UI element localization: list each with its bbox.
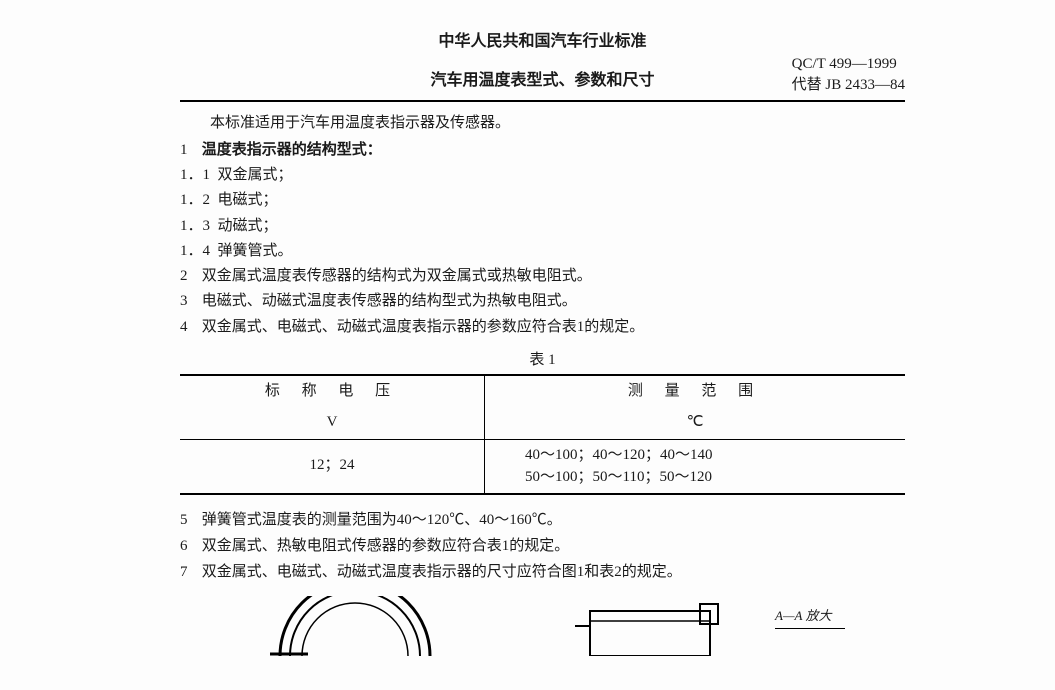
section-3: 3 电磁式、动磁式温度表传感器的结构型式为热敏电阻式。	[180, 290, 905, 313]
document-header: 中华人民共和国汽车行业标准 汽车用温度表型式、参数和尺寸 QC/T 499—19…	[180, 30, 905, 94]
figure-1-detail-label-block: A—A 放大	[775, 606, 845, 629]
section-4-text: 双金属式、电磁式、动磁式温度表指示器的参数应符合表1的规定。	[202, 319, 645, 335]
section-5: 5 弹簧管式温度表的测量范围为40～120℃、40～160℃。	[180, 509, 905, 532]
item-1-3: 1．3 动磁式；	[180, 215, 905, 238]
section-4-number: 4	[180, 316, 198, 339]
figure-1-detail-underline	[775, 628, 845, 629]
table-1-caption: 表 1	[180, 349, 905, 372]
table-1-col1-unit: V	[180, 407, 485, 439]
header-rule	[180, 100, 905, 102]
figure-1-circular-gauge-icon	[260, 596, 460, 656]
section-5-text: 弹簧管式温度表的测量范围为40～120℃、40～160℃。	[202, 512, 562, 528]
table-1-unit-row: V ℃	[180, 407, 905, 439]
standard-page: 中华人民共和国汽车行业标准 汽车用温度表型式、参数和尺寸 QC/T 499—19…	[0, 0, 1055, 656]
table-1-grid: 标 称 电 压 测 量 范 围 V ℃ 12；24 40～100；40～120；…	[180, 374, 905, 495]
item-1-3-text: 动磁式；	[218, 218, 278, 234]
section-1-heading: 1 温度表指示器的结构型式：	[180, 139, 905, 162]
after-table-block: 5 弹簧管式温度表的测量范围为40～120℃、40～160℃。 6 双金属式、热…	[180, 509, 905, 585]
section-7-text: 双金属式、电磁式、动磁式温度表指示器的尺寸应符合图1和表2的规定。	[202, 564, 682, 580]
section-2-number: 2	[180, 265, 198, 288]
figure-1-area: A—A 放大	[180, 596, 905, 656]
item-1-2: 1．2 电磁式；	[180, 189, 905, 212]
figure-1-detail-label: A—A 放大	[775, 608, 831, 623]
section-6-number: 6	[180, 535, 198, 558]
country-standard-title: 中华人民共和国汽车行业标准	[180, 30, 905, 55]
item-1-4: 1．4 弹簧管式。	[180, 240, 905, 263]
table-1-header-row: 标 称 电 压 测 量 范 围	[180, 375, 905, 407]
section-2-text: 双金属式温度表传感器的结构式为双金属式或热敏电阻式。	[202, 268, 592, 284]
table-1-col2-unit: ℃	[485, 407, 906, 439]
section-7: 7 双金属式、电磁式、动磁式温度表指示器的尺寸应符合图1和表2的规定。	[180, 561, 905, 584]
table-1-range-line2: 50～100；50～110；50～120	[525, 469, 712, 485]
table-1-data-row: 12；24 40～100；40～120；40～140 50～100；50～110…	[180, 439, 905, 494]
section-1-title: 温度表指示器的结构型式：	[202, 142, 382, 158]
item-1-1-num: 1．1	[180, 167, 210, 183]
standard-number-block: QC/T 499—1999 代替 JB 2433—84	[792, 54, 905, 96]
scope-paragraph: 本标准适用于汽车用温度表指示器及传感器。	[180, 112, 905, 135]
table-1-voltage-cell: 12；24	[180, 439, 485, 494]
section-7-number: 7	[180, 561, 198, 584]
figure-1-rect-gauge-icon	[570, 596, 740, 656]
standard-number: QC/T 499—1999	[792, 54, 905, 75]
table-1-col1-head: 标 称 电 压	[180, 375, 485, 407]
replaces-line: 代替 JB 2433—84	[792, 75, 905, 96]
item-1-2-text: 电磁式；	[218, 192, 278, 208]
section-3-number: 3	[180, 290, 198, 313]
section-5-number: 5	[180, 509, 198, 532]
table-1-range-line1: 40～100；40～120；40～140	[525, 447, 713, 463]
section-1-number: 1	[180, 139, 198, 162]
section-6-text: 双金属式、热敏电阻式传感器的参数应符合表1的规定。	[202, 538, 570, 554]
table-1-range-cell: 40～100；40～120；40～140 50～100；50～110；50～12…	[485, 439, 906, 494]
item-1-4-num: 1．4	[180, 243, 210, 259]
section-2: 2 双金属式温度表传感器的结构式为双金属式或热敏电阻式。	[180, 265, 905, 288]
table-1-col2-head: 测 量 范 围	[485, 375, 906, 407]
item-1-2-num: 1．2	[180, 192, 210, 208]
table-1: 标 称 电 压 测 量 范 围 V ℃ 12；24 40～100；40～120；…	[180, 374, 905, 495]
item-1-1: 1．1 双金属式；	[180, 164, 905, 187]
section-6: 6 双金属式、热敏电阻式传感器的参数应符合表1的规定。	[180, 535, 905, 558]
section-3-text: 电磁式、动磁式温度表传感器的结构型式为热敏电阻式。	[202, 293, 577, 309]
section-4: 4 双金属式、电磁式、动磁式温度表指示器的参数应符合表1的规定。	[180, 316, 905, 339]
item-1-4-text: 弹簧管式。	[218, 243, 293, 259]
item-1-3-num: 1．3	[180, 218, 210, 234]
item-1-1-text: 双金属式；	[218, 167, 293, 183]
